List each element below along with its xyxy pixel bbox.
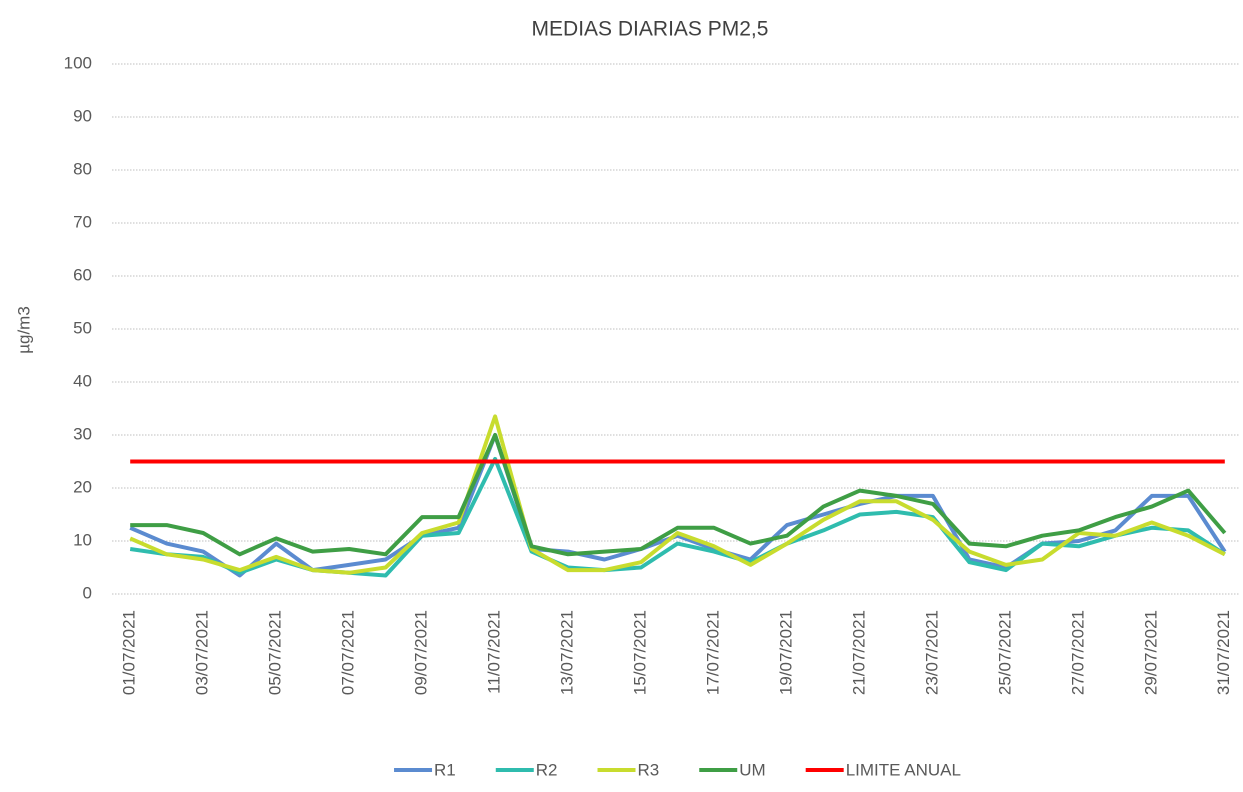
x-tick-label: 17/07/2021 <box>703 610 722 695</box>
y-tick-label: 80 <box>73 159 92 178</box>
x-tick-label: 27/07/2021 <box>1068 610 1087 695</box>
y-tick-label: 0 <box>83 583 92 602</box>
legend-label: UM <box>739 760 765 779</box>
legend-label: R2 <box>536 760 558 779</box>
x-tick-label: 25/07/2021 <box>995 610 1014 695</box>
x-tick-label: 21/07/2021 <box>849 610 868 695</box>
legend-label: LIMITE ANUAL <box>846 760 961 779</box>
x-tick-label: 29/07/2021 <box>1141 610 1160 695</box>
x-tick-label: 23/07/2021 <box>922 610 941 695</box>
x-tick-label: 07/07/2021 <box>339 610 358 695</box>
series-line <box>130 433 1227 557</box>
series-line <box>129 433 1227 578</box>
x-tick-label: 01/07/2021 <box>120 610 139 695</box>
y-axis-label: µg/m3 <box>14 306 33 354</box>
legend-label: R3 <box>638 760 660 779</box>
y-tick-label: 30 <box>73 424 92 443</box>
x-tick-label: 15/07/2021 <box>631 610 650 695</box>
x-tick-label: 11/07/2021 <box>485 610 504 694</box>
y-tick-label: 40 <box>73 371 92 390</box>
y-tick-label: 50 <box>73 318 92 337</box>
chart-title: MEDIAS DIARIAS PM2,5 <box>532 18 769 41</box>
series-line <box>129 414 1226 575</box>
y-tick-label: 10 <box>73 530 92 549</box>
x-tick-label: 05/07/2021 <box>266 610 285 695</box>
x-tick-label: 31/07/2021 <box>1214 610 1233 695</box>
y-tick-label: 20 <box>73 477 92 496</box>
y-tick-label: 70 <box>73 212 92 231</box>
y-tick-label: 60 <box>73 265 92 284</box>
y-tick-label: 90 <box>73 106 92 125</box>
y-tick-label: 100 <box>64 53 92 72</box>
legend-label: R1 <box>434 760 456 779</box>
x-tick-label: 09/07/2021 <box>412 610 431 695</box>
x-tick-label: 19/07/2021 <box>776 610 795 695</box>
x-tick-label: 03/07/2021 <box>193 610 212 695</box>
x-tick-label: 13/07/2021 <box>558 610 577 695</box>
